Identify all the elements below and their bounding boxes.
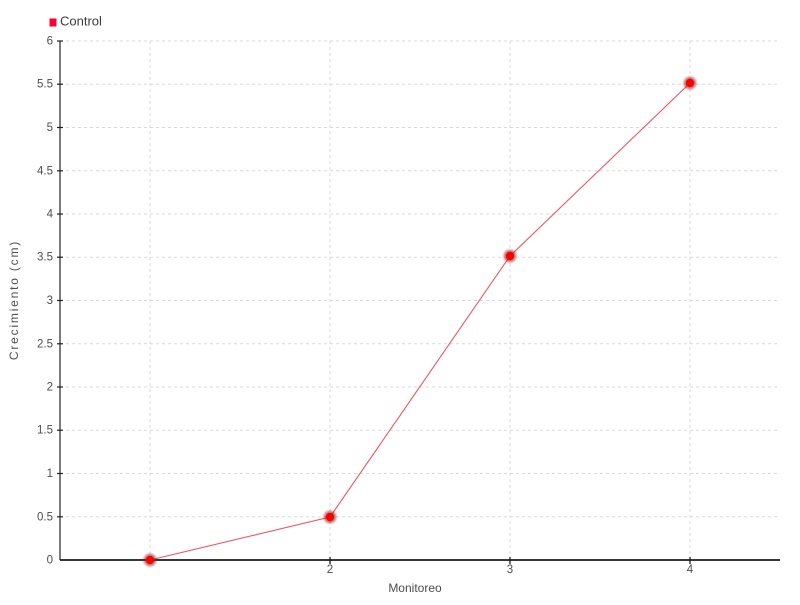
svg-text:Crecimiento (cm): Crecimiento (cm)	[7, 240, 21, 360]
svg-text:0: 0	[47, 555, 53, 567]
svg-text:3: 3	[47, 295, 53, 307]
svg-text:0.5: 0.5	[37, 511, 53, 523]
svg-text:4.5: 4.5	[37, 165, 53, 177]
svg-text:3: 3	[507, 564, 513, 576]
svg-text:Control: Control	[60, 14, 102, 29]
svg-text:Monitoreo: Monitoreo	[388, 581, 442, 595]
svg-text:3.5: 3.5	[37, 252, 53, 264]
svg-text:6: 6	[47, 36, 53, 48]
svg-text:1.5: 1.5	[37, 425, 53, 437]
svg-text:4: 4	[687, 564, 694, 576]
svg-text:2: 2	[47, 382, 53, 394]
svg-text:5: 5	[47, 122, 53, 134]
svg-text:4: 4	[47, 209, 54, 221]
svg-text:2.5: 2.5	[37, 338, 53, 350]
svg-text:5.5: 5.5	[37, 79, 53, 91]
svg-text:2: 2	[327, 564, 333, 576]
svg-text:1: 1	[47, 468, 53, 480]
